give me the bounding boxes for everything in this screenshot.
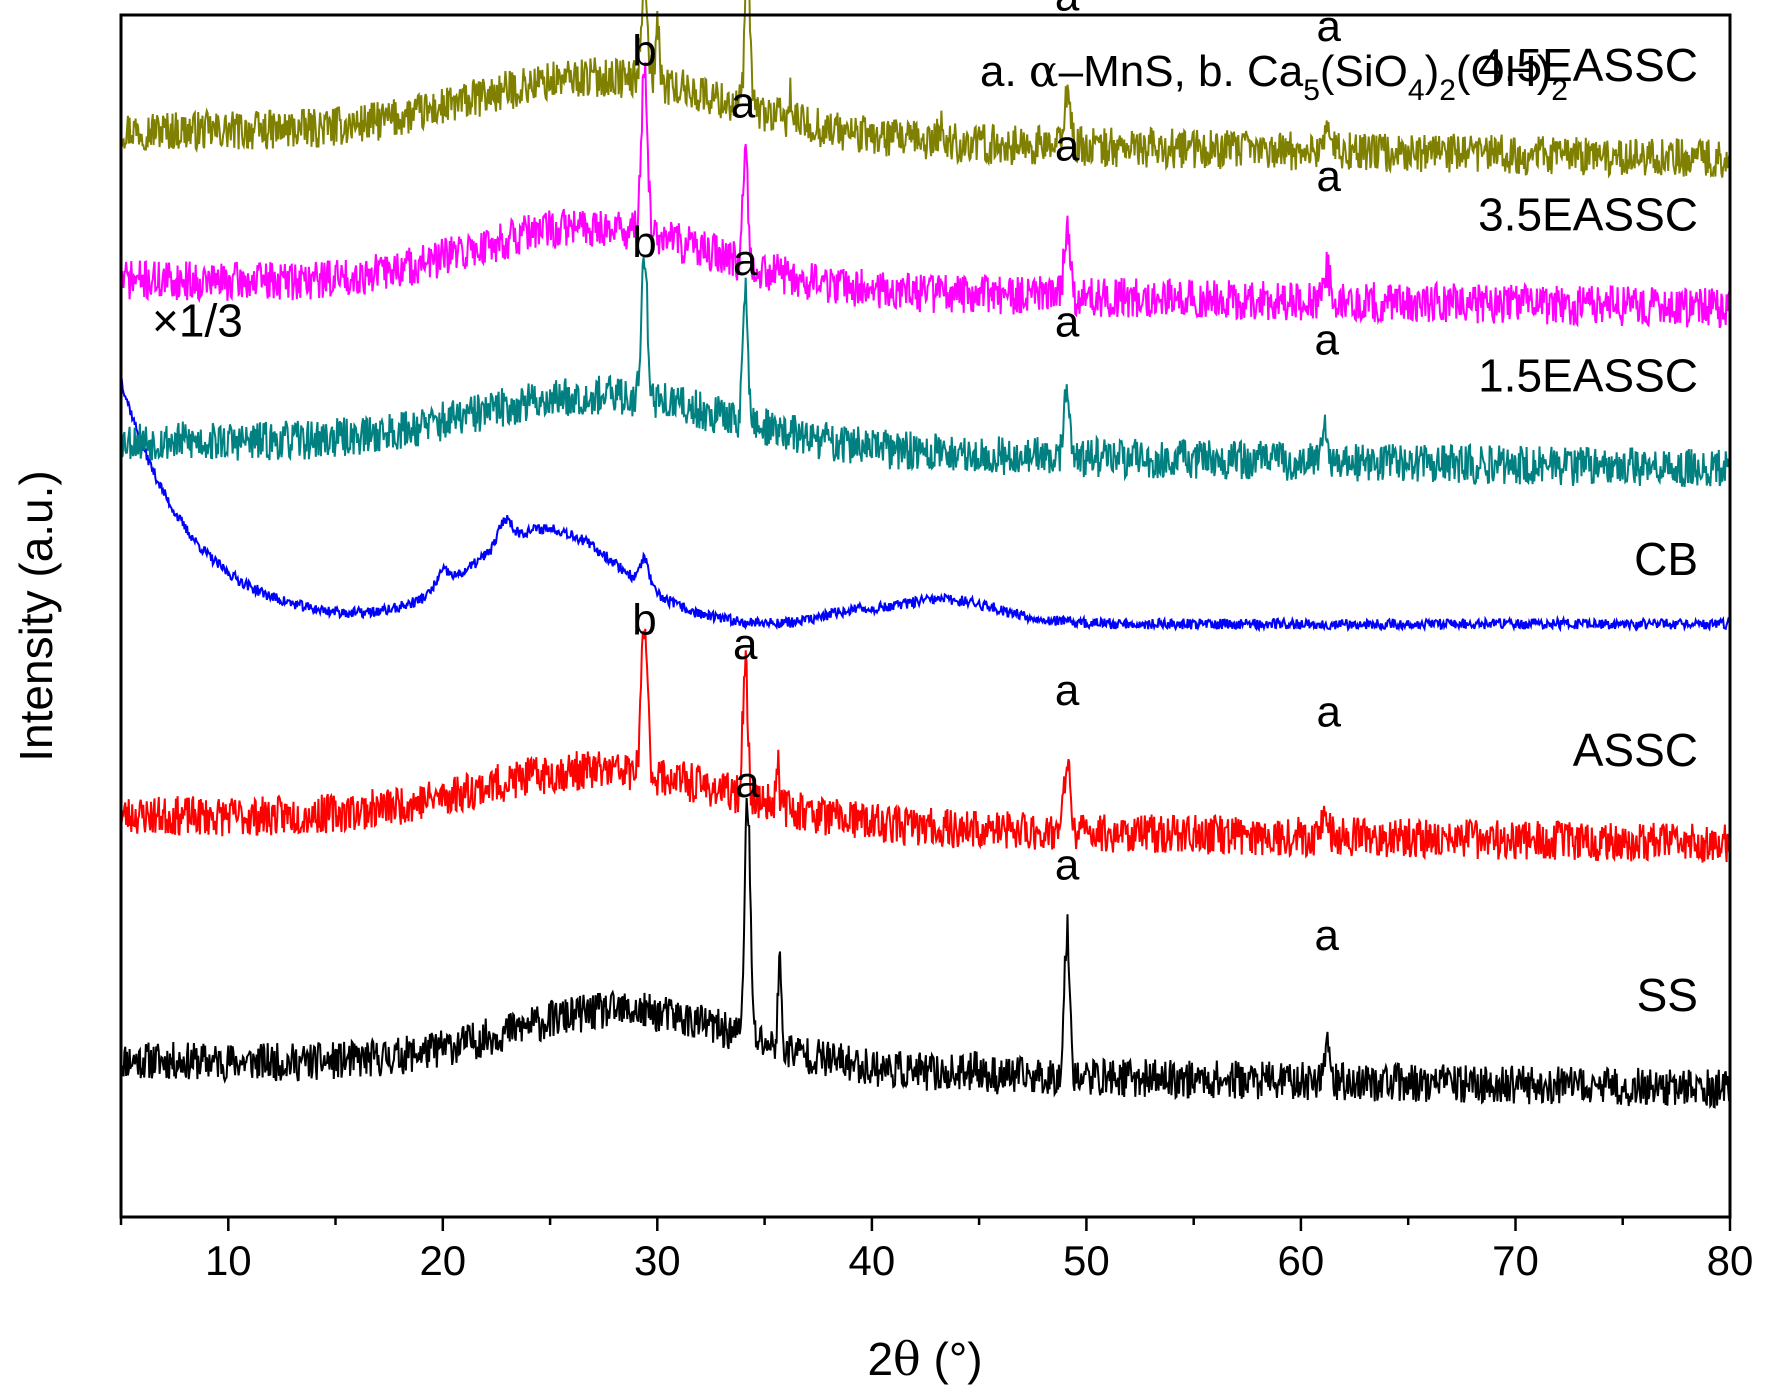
- series-labels-layer: SS ASSC CB ×1/3 1.5EASSC 3.5EASSC 4.5EASSC: [152, 39, 1698, 1021]
- series-label: CB: [1634, 533, 1698, 585]
- peak-mark-b: b: [632, 596, 656, 645]
- series-line-assc: [120, 628, 1731, 863]
- x-tick-label: 50: [1063, 1237, 1110, 1284]
- peak-mark-a: a: [1055, 666, 1080, 715]
- x-tick-label: 30: [634, 1237, 681, 1284]
- peak-mark-a: a: [1317, 688, 1342, 737]
- peak-mark-a: a: [1055, 841, 1080, 890]
- peak-mark-a: a: [733, 620, 758, 669]
- peak-mark-a: a: [1055, 121, 1080, 170]
- series-line-cb: [120, 378, 1731, 633]
- series-label: 3.5EASSC: [1478, 189, 1698, 241]
- x-tick-label: 20: [419, 1237, 466, 1284]
- peak-mark-a: a: [1055, 297, 1080, 346]
- series-label: ASSC: [1573, 724, 1698, 776]
- peak-mark-a: a: [1317, 152, 1342, 201]
- series-label: SS: [1637, 969, 1698, 1021]
- peak-marks-layer: aaabaaabaaabaaabaaa: [632, 0, 1341, 960]
- x-axis-title: 2θ (°): [867, 1332, 982, 1386]
- x-axis: 10 20 30 40 50 60 70 80: [119, 1217, 1754, 1284]
- series-label: 4.5EASSC: [1478, 39, 1698, 91]
- peak-mark-a: a: [1055, 0, 1080, 20]
- x-tick-label: 80: [1707, 1237, 1754, 1284]
- peak-mark-b: b: [632, 27, 656, 76]
- peak-mark-a: a: [731, 79, 756, 128]
- x-tick-label: 10: [205, 1237, 252, 1284]
- series-line-ss: [120, 797, 1731, 1110]
- x-tick-label: 40: [849, 1237, 896, 1284]
- peak-mark-b: b: [632, 218, 656, 267]
- series-line-1-5eassc: [120, 257, 1731, 488]
- peak-mark-a: a: [1317, 2, 1342, 51]
- peak-mark-a: a: [733, 236, 758, 285]
- x-tick-label: 70: [1492, 1237, 1539, 1284]
- plot-frame: [119, 13, 1732, 1219]
- peak-mark-a: a: [735, 758, 760, 807]
- series-line-4-5eassc: [120, 0, 1731, 179]
- series-layer: [120, 0, 1731, 1110]
- series-line-3-5eassc: [120, 62, 1731, 329]
- scale-factor-label: ×1/3: [152, 294, 243, 346]
- phase-legend: a. α–MnS, b. Ca5(SiO4)2(OH)2: [980, 46, 1568, 107]
- peak-mark-a: a: [1314, 316, 1339, 365]
- y-axis-title: Intensity (a.u.): [10, 470, 62, 761]
- peak-mark-a: a: [1314, 911, 1339, 960]
- series-label: 1.5EASSC: [1478, 349, 1698, 401]
- x-tick-label: 60: [1278, 1237, 1325, 1284]
